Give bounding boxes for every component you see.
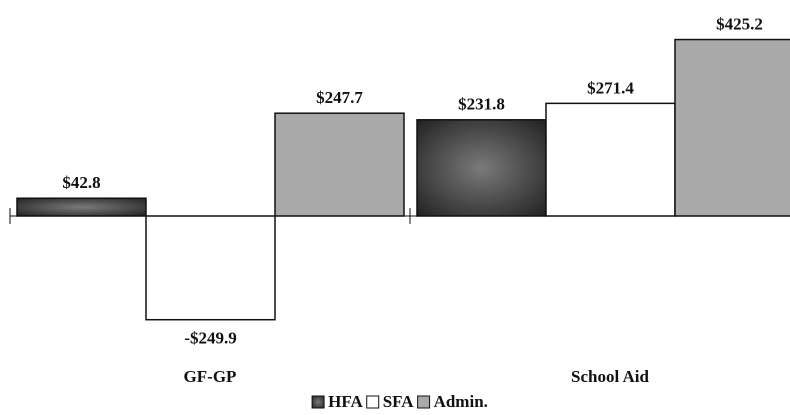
value-label: $231.8: [458, 95, 505, 114]
value-label: $42.8: [62, 173, 100, 192]
legend-label: Admin.: [434, 392, 488, 411]
legend-swatch: [366, 395, 380, 409]
value-label: -$249.9: [184, 329, 236, 348]
bar: [16, 197, 147, 217]
legend-label: SFA: [383, 392, 415, 411]
legend-swatch: [417, 395, 431, 409]
bar: [674, 38, 790, 217]
bar: [545, 102, 676, 217]
bar: [145, 215, 276, 321]
x-tick-label: School Aid: [571, 367, 649, 386]
value-label: $247.7: [316, 88, 363, 107]
bar: [274, 112, 405, 217]
value-label: $271.4: [587, 78, 634, 97]
bar: [416, 119, 547, 217]
x-tick-label: GF-GP: [184, 367, 237, 386]
legend-label: HFA: [328, 392, 363, 411]
value-label: $425.2: [716, 14, 763, 33]
legend: HFA SFA Admin.: [311, 392, 488, 411]
legend-swatch: [311, 395, 325, 409]
